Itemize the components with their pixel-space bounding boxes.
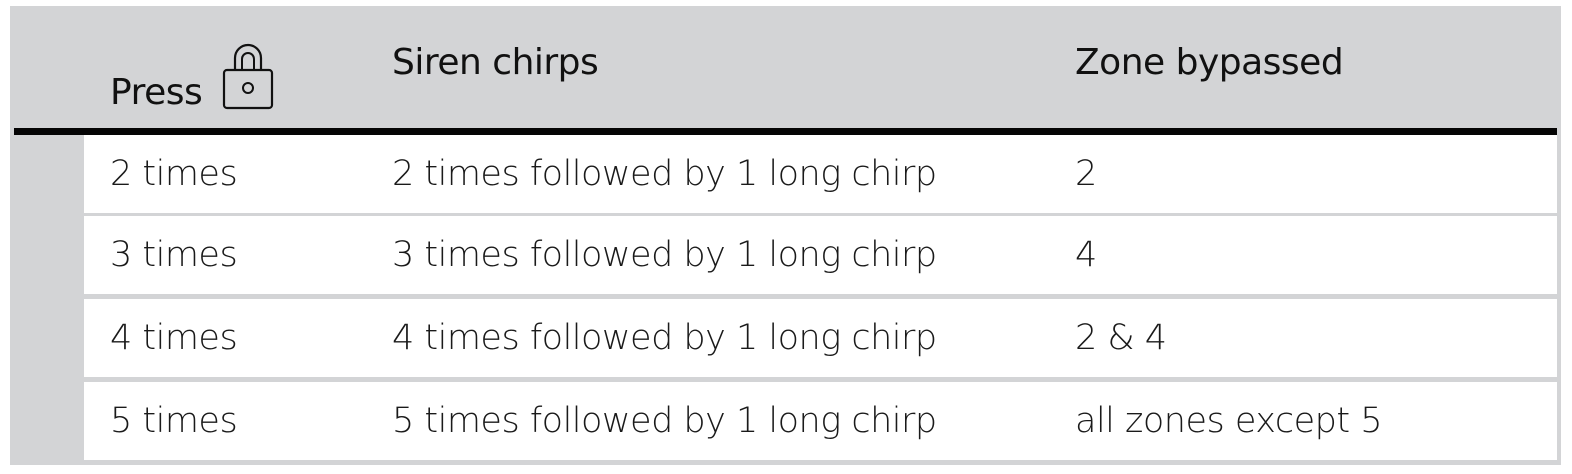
zone-bypassed: 2: [1075, 154, 1097, 194]
bypass-table: Press Siren chirps Zone bypassed 2 times…: [10, 6, 1561, 465]
table-header: Press Siren chirps Zone bypassed: [10, 6, 1561, 128]
siren-chirps: 5 times followed by 1 long chirp: [392, 401, 937, 441]
header-press: Press: [110, 72, 203, 113]
siren-chirps: 3 times followed by 1 long chirp: [392, 235, 937, 275]
header-rule: [14, 128, 1557, 135]
press-count: 5 times: [110, 401, 238, 441]
zone-bypassed: 2 & 4: [1075, 318, 1167, 358]
header-siren-chirps: Siren chirps: [392, 42, 599, 83]
table-row: 4 times 4 times followed by 1 long chirp…: [84, 299, 1557, 377]
press-count: 2 times: [110, 154, 238, 194]
press-count: 4 times: [110, 318, 238, 358]
press-count: 3 times: [110, 235, 238, 275]
table-row: 2 times 2 times followed by 1 long chirp…: [84, 135, 1557, 213]
table-row: 5 times 5 times followed by 1 long chirp…: [84, 382, 1557, 460]
table-row: 3 times 3 times followed by 1 long chirp…: [84, 216, 1557, 294]
siren-chirps: 2 times followed by 1 long chirp: [392, 154, 937, 194]
zone-bypassed: all zones except 5: [1075, 401, 1383, 441]
lock-icon: [222, 43, 274, 110]
header-zone-bypassed: Zone bypassed: [1075, 42, 1344, 83]
zone-bypassed: 4: [1075, 235, 1097, 275]
siren-chirps: 4 times followed by 1 long chirp: [392, 318, 937, 358]
